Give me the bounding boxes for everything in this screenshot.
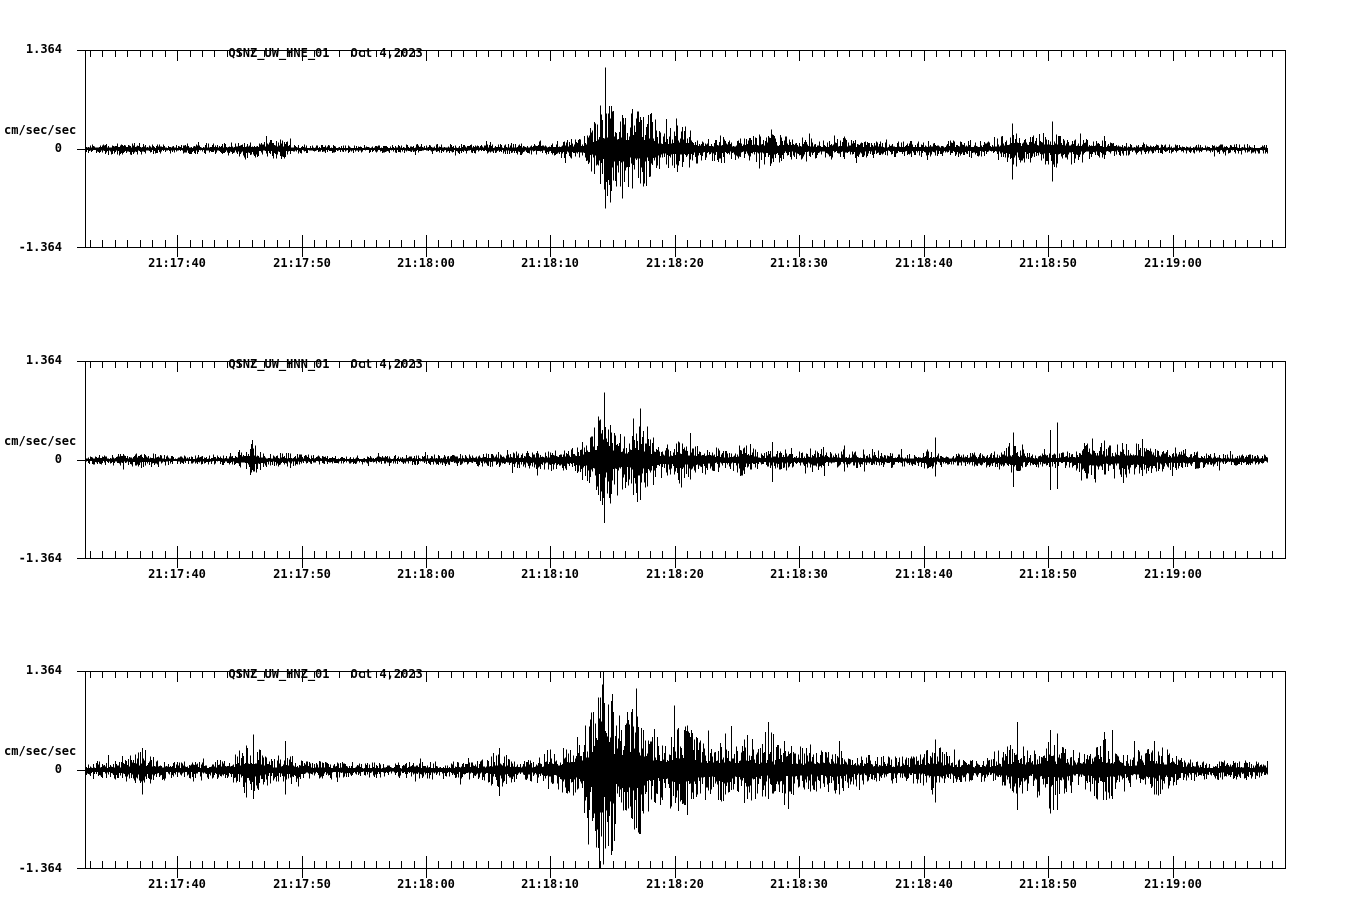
y-axis-unit-label: cm/sec/sec bbox=[4, 434, 77, 448]
ytick-zero: 0 bbox=[54, 762, 62, 776]
xtick-label: 21:18:50 bbox=[1019, 567, 1077, 581]
xtick-label: 21:18:40 bbox=[895, 567, 953, 581]
panel-title: QSNZ_UW_HNE_01 Oct 4,2023 bbox=[185, 32, 422, 74]
ytick-min: -1.364 bbox=[18, 240, 62, 254]
xtick-label: 21:18:00 bbox=[397, 567, 455, 581]
x-axis-labels: 21:17:40 21:17:50 21:18:00 21:18:10 21:18:20… bbox=[85, 877, 1286, 893]
x-axis-labels: 21:17:40 21:17:50 21:18:00 21:18:10 21:18:20… bbox=[85, 256, 1286, 272]
x-axis-labels: 21:17:40 21:17:50 21:18:00 21:18:10 21:18:20… bbox=[85, 567, 1286, 583]
plot-axes bbox=[77, 50, 1286, 257]
xtick-label: 21:17:50 bbox=[273, 567, 331, 581]
xtick-label: 21:18:50 bbox=[1019, 256, 1077, 270]
station-id: QSNZ_UW_HNE_01 bbox=[228, 46, 330, 60]
ytick-max: 1.364 bbox=[25, 663, 62, 677]
xtick-label: 21:18:10 bbox=[521, 256, 579, 270]
ytick-max: 1.364 bbox=[25, 353, 62, 367]
xtick-label: 21:18:10 bbox=[521, 567, 579, 581]
xtick-label: 21:18:30 bbox=[770, 256, 828, 270]
seismogram-plot-hnz bbox=[77, 671, 1286, 878]
waveform-trace bbox=[85, 106, 1268, 199]
waveform-spikes bbox=[600, 67, 1105, 209]
xtick-label: 21:17:50 bbox=[273, 256, 331, 270]
xtick-label: 21:18:00 bbox=[397, 877, 455, 891]
xtick-label: 21:18:20 bbox=[646, 877, 704, 891]
ytick-min: -1.364 bbox=[18, 551, 62, 565]
waveform-spikes bbox=[251, 392, 1105, 524]
ytick-min: -1.364 bbox=[18, 861, 62, 875]
station-id: QSNZ_UW_HNZ_01 bbox=[228, 667, 330, 681]
xtick-label: 21:19:00 bbox=[1144, 567, 1202, 581]
y-axis-unit-label: cm/sec/sec bbox=[4, 123, 77, 137]
xtick-label: 21:18:40 bbox=[895, 877, 953, 891]
xtick-label: 21:18:30 bbox=[770, 567, 828, 581]
xtick-label: 21:18:10 bbox=[521, 877, 579, 891]
xtick-label: 21:17:50 bbox=[273, 877, 331, 891]
y-axis-unit-label: cm/sec/sec bbox=[4, 744, 77, 758]
xtick-label: 21:18:50 bbox=[1019, 877, 1077, 891]
xtick-label: 21:19:00 bbox=[1144, 877, 1202, 891]
xtick-label: 21:17:40 bbox=[148, 256, 206, 270]
xtick-label: 21:18:00 bbox=[397, 256, 455, 270]
waveform-trace bbox=[85, 408, 1268, 505]
seismogram-plot-hnn bbox=[77, 361, 1286, 568]
ytick-max: 1.364 bbox=[25, 42, 62, 56]
station-id: QSNZ_UW_HNN_01 bbox=[228, 357, 330, 371]
xtick-label: 21:17:40 bbox=[148, 877, 206, 891]
waveform-trace bbox=[85, 684, 1268, 868]
xtick-label: 21:18:20 bbox=[646, 256, 704, 270]
waveform-spikes bbox=[142, 671, 1155, 865]
ytick-zero: 0 bbox=[54, 141, 62, 155]
xtick-label: 21:18:30 bbox=[770, 877, 828, 891]
xtick-label: 21:18:40 bbox=[895, 256, 953, 270]
xtick-label: 21:17:40 bbox=[148, 567, 206, 581]
seismogram-plot-hne bbox=[77, 50, 1286, 257]
ytick-zero: 0 bbox=[54, 452, 62, 466]
xtick-label: 21:18:20 bbox=[646, 567, 704, 581]
plot-axes bbox=[77, 671, 1286, 878]
plot-axes bbox=[77, 361, 1286, 568]
xtick-label: 21:19:00 bbox=[1144, 256, 1202, 270]
